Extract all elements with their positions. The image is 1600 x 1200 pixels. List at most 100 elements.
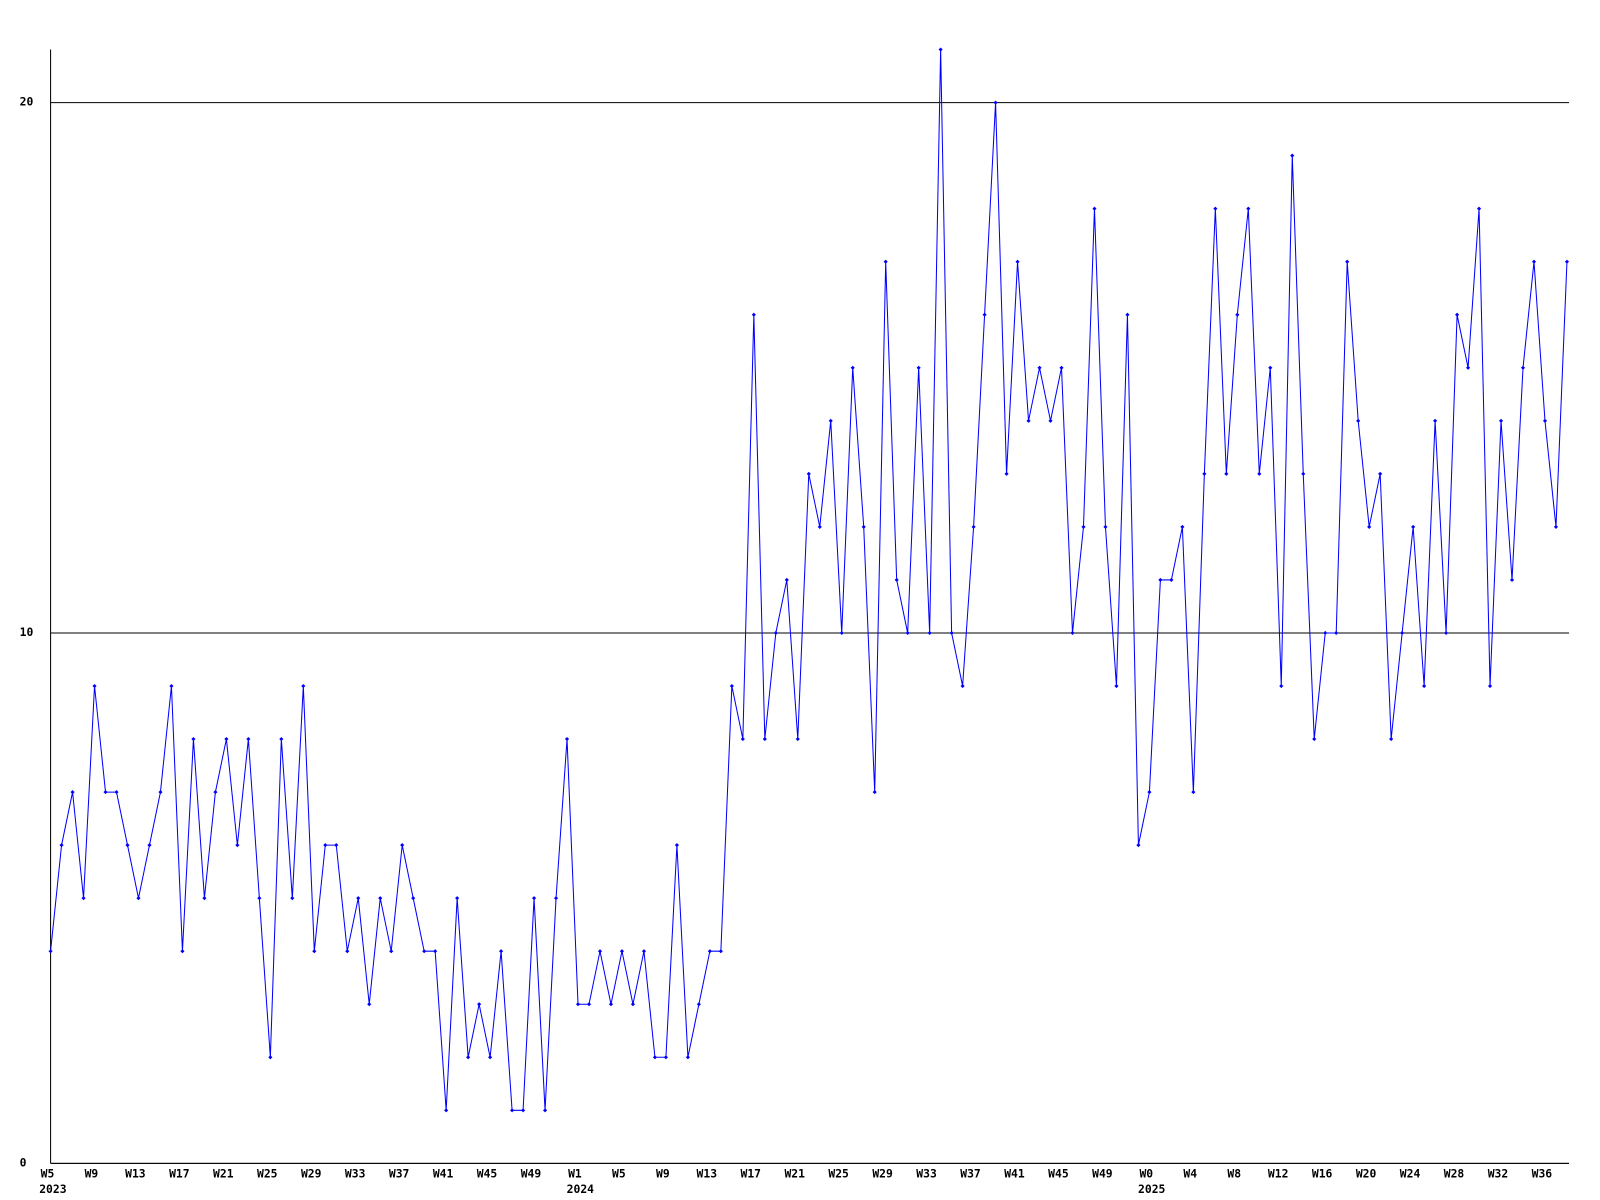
data-point: [861, 524, 866, 529]
data-point: [279, 736, 284, 742]
data-point: [1114, 683, 1119, 689]
x-tick-label: W4: [1183, 1167, 1197, 1181]
x-tick-label: W36: [1532, 1167, 1553, 1181]
data-point: [806, 471, 811, 476]
data-point: [949, 630, 954, 636]
data-point: [1531, 259, 1537, 264]
data-point: [1158, 577, 1163, 582]
data-point: [850, 365, 855, 370]
data-point: [564, 736, 570, 742]
x-tick-label: W21: [213, 1167, 234, 1181]
data-point: [1037, 365, 1042, 370]
data-point: [1246, 206, 1251, 211]
data-point: [235, 843, 240, 848]
data-point: [499, 949, 504, 954]
data-point: [136, 896, 141, 901]
data-point: [334, 843, 339, 848]
data-point: [48, 949, 53, 954]
data-point: [1509, 577, 1515, 582]
x-year-label: 2023: [39, 1182, 66, 1196]
data-point: [1498, 418, 1504, 423]
data-point: [751, 312, 756, 317]
data-point: [411, 896, 416, 901]
data-point: [1312, 736, 1317, 742]
data-point: [1553, 524, 1559, 529]
data-point: [553, 896, 559, 901]
x-tick-label: W17: [740, 1167, 761, 1181]
data-point: [1564, 259, 1570, 264]
x-tick-label: W13: [697, 1167, 718, 1181]
data-point: [685, 1055, 690, 1060]
x-tick-label: W28: [1444, 1167, 1465, 1181]
data-point: [92, 683, 97, 689]
data-point: [1411, 524, 1416, 529]
data-point: [1542, 418, 1548, 423]
y-tick-label: 20: [20, 95, 34, 109]
data-point: [1103, 524, 1108, 529]
x-year-label: 2025: [1138, 1182, 1165, 1196]
data-point: [1466, 365, 1471, 370]
data-point: [619, 949, 625, 954]
data-point: [400, 843, 405, 848]
x-tick-label: W16: [1312, 1167, 1333, 1181]
data-point: [477, 1002, 482, 1007]
data-point: [257, 896, 262, 901]
data-point: [1378, 471, 1383, 476]
y-tick-label: 0: [20, 1155, 27, 1169]
x-tick-label: W1: [568, 1167, 582, 1181]
x-tick-label: W33: [916, 1167, 937, 1181]
data-point: [455, 896, 460, 901]
x-tick-label: W5: [41, 1167, 55, 1181]
data-point: [444, 1108, 449, 1113]
data-point: [597, 949, 603, 954]
data-point: [1048, 418, 1053, 423]
data-point: [70, 790, 75, 795]
data-point: [707, 949, 712, 954]
data-point: [817, 524, 822, 529]
data-point: [1081, 524, 1086, 529]
data-point: [894, 577, 899, 582]
data-point: [916, 365, 921, 370]
data-point: [389, 949, 394, 954]
data-point: [301, 683, 306, 689]
data-point: [488, 1055, 493, 1060]
data-point: [1147, 790, 1152, 795]
data-point: [1026, 418, 1031, 423]
data-point: [367, 1002, 372, 1007]
data-point: [784, 577, 789, 582]
data-point: [1191, 790, 1196, 795]
data-point: [1367, 524, 1372, 529]
data-point: [1389, 736, 1394, 742]
data-point: [356, 896, 361, 901]
data-point: [246, 736, 251, 742]
data-point: [575, 1002, 581, 1007]
data-point: [433, 949, 438, 954]
data-point: [1257, 471, 1262, 476]
x-tick-label: W5: [612, 1167, 626, 1181]
x-tick-label: W49: [521, 1167, 542, 1181]
x-tick-label: W37: [960, 1167, 981, 1181]
data-point: [641, 949, 647, 954]
x-year-label: 2024: [567, 1182, 594, 1196]
x-tick-label: W41: [433, 1167, 454, 1181]
data-point: [1476, 206, 1482, 211]
data-point: [1092, 206, 1097, 211]
data-point: [1520, 365, 1526, 370]
x-tick-label: W25: [257, 1167, 278, 1181]
data-point: [268, 1055, 273, 1060]
x-tick-label: W0: [1139, 1167, 1153, 1181]
x-tick-label: W8: [1227, 1167, 1241, 1181]
data-point: [323, 843, 328, 848]
data-point: [1136, 843, 1141, 848]
data-point: [345, 949, 350, 954]
x-tick-label: W25: [828, 1167, 849, 1181]
x-tick-label: W21: [784, 1167, 805, 1181]
x-tick-label: W9: [85, 1167, 99, 1181]
data-point: [378, 896, 383, 901]
data-point: [1433, 418, 1438, 423]
data-point: [1487, 683, 1493, 689]
data-point: [312, 949, 317, 954]
data-point: [718, 949, 723, 954]
data-point: [1015, 259, 1020, 264]
